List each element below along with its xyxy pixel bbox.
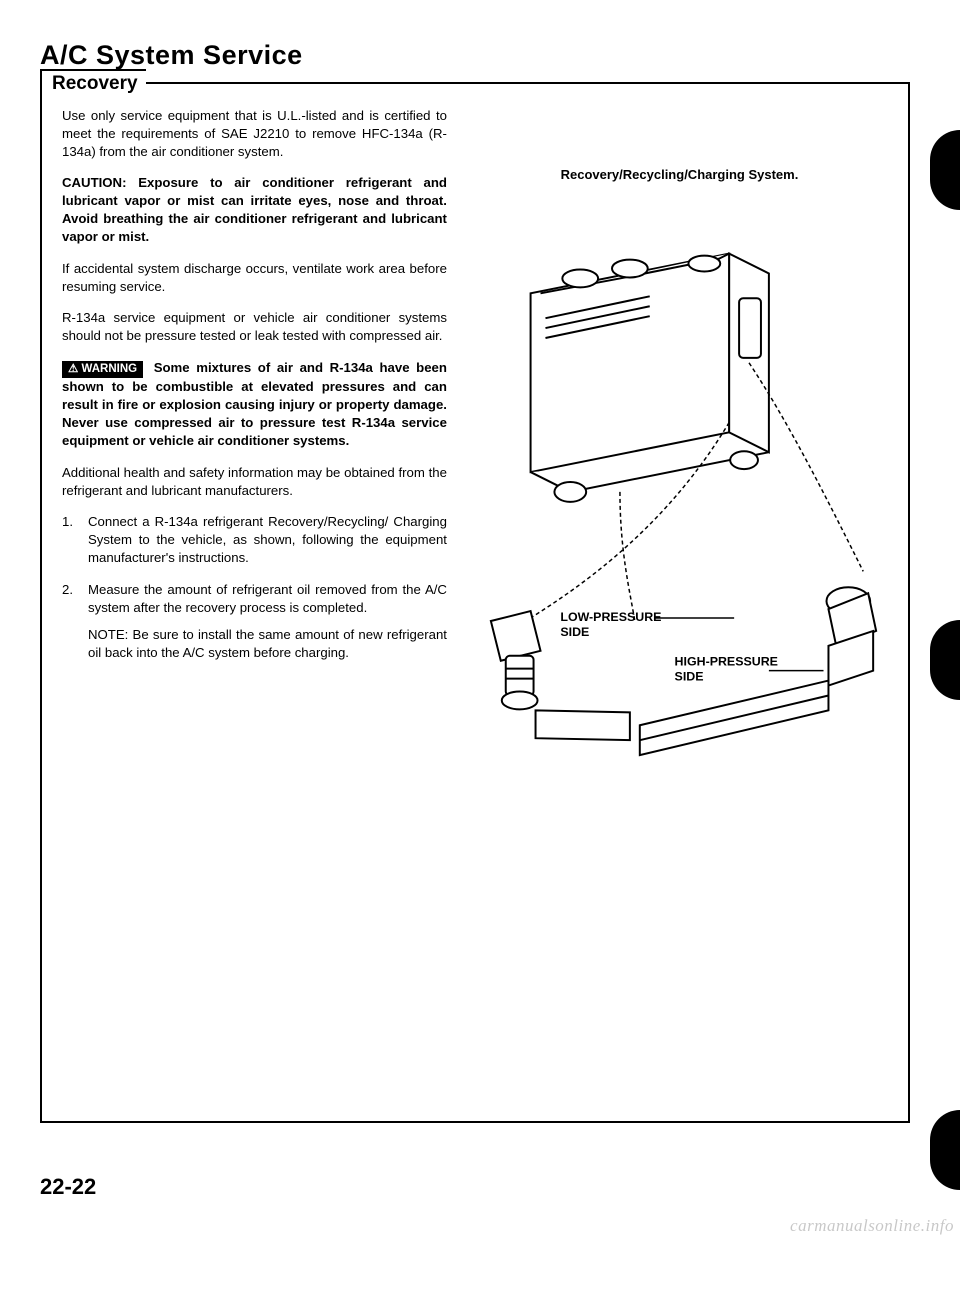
page-content: A/C System Service Recovery Use only ser… xyxy=(40,40,910,1200)
caution-paragraph: CAUTION: Exposure to air conditioner ref… xyxy=(62,174,447,245)
right-column: Recovery/Recycling/Charging System. xyxy=(471,107,888,762)
steps-list: 1. Connect a R-134a refrigerant Recovery… xyxy=(62,513,447,662)
low-side-label: SIDE xyxy=(560,625,589,639)
binder-tabs xyxy=(920,60,960,1302)
warning-badge: ⚠ WARNING xyxy=(62,361,143,379)
low-pressure-label: LOW-PRESSURE xyxy=(560,610,661,624)
left-column: Use only service equipment that is U.L.-… xyxy=(62,107,447,762)
step-text: Measure the amount of refrigerant oil re… xyxy=(88,581,447,617)
recovery-system-illustration: LOW-PRESSURE SIDE HIGH-PRESSURE SIDE xyxy=(471,202,888,762)
step-text: Connect a R-134a refrigerant Recovery/Re… xyxy=(88,513,447,566)
note-paragraph: NOTE: Be sure to install the same amount… xyxy=(88,626,447,662)
section-box: Recovery Use only service equipment that… xyxy=(40,83,910,1123)
list-item: 1. Connect a R-134a refrigerant Recovery… xyxy=(62,513,447,566)
high-pressure-label: HIGH-PRESSURE xyxy=(675,655,778,669)
watermark: carmanualsonline.info xyxy=(790,1216,954,1236)
section-label: Recovery xyxy=(40,69,146,97)
additional-paragraph: Additional health and safety information… xyxy=(62,464,447,500)
page-title: A/C System Service xyxy=(40,40,910,71)
columns: Use only service equipment that is U.L.-… xyxy=(62,107,888,762)
high-side-label: SIDE xyxy=(675,670,704,684)
list-number: 2. xyxy=(62,581,76,662)
page-number: 22-22 xyxy=(40,1174,96,1200)
header-rule xyxy=(146,82,910,84)
section-header: Recovery xyxy=(40,69,910,97)
accidental-paragraph: If accidental system discharge occurs, v… xyxy=(62,260,447,296)
figure-caption: Recovery/Recycling/Charging System. xyxy=(471,167,888,182)
figure-diagram: LOW-PRESSURE SIDE HIGH-PRESSURE SIDE xyxy=(471,202,888,762)
intro-paragraph: Use only service equipment that is U.L.-… xyxy=(62,107,447,160)
pressure-paragraph: R-134a service equipment or vehicle air … xyxy=(62,309,447,345)
list-item: 2. Measure the amount of refrigerant oil… xyxy=(62,581,447,662)
warning-paragraph: ⚠ WARNING Some mixtures of air and R-134… xyxy=(62,359,447,450)
step-block: Measure the amount of refrigerant oil re… xyxy=(88,581,447,662)
list-number: 1. xyxy=(62,513,76,566)
